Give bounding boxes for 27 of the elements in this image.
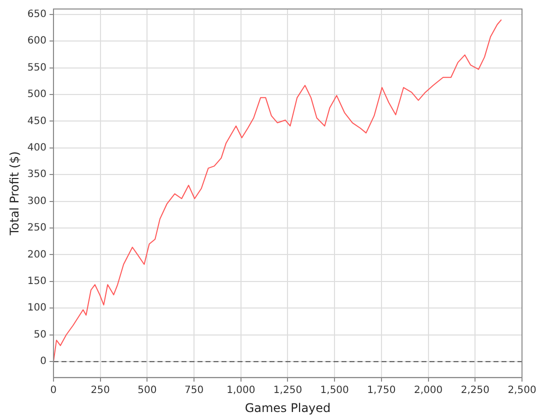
y-axis-title: Total Profit ($) bbox=[7, 151, 22, 236]
x-tick-label: 2,000 bbox=[414, 385, 443, 396]
y-tick-label: 550 bbox=[27, 62, 46, 74]
y-tick-label: 650 bbox=[27, 8, 46, 20]
x-tick-label: 0 bbox=[50, 385, 57, 396]
y-tick-label: 0 bbox=[40, 356, 46, 368]
x-tick-label: 1,750 bbox=[367, 385, 396, 396]
x-tick-label: 500 bbox=[138, 385, 157, 396]
x-axis-title: Games Played bbox=[244, 400, 331, 415]
y-tick-label: 200 bbox=[27, 249, 46, 260]
x-tick-label: 2,250 bbox=[460, 385, 490, 396]
y-tick-label: 600 bbox=[27, 36, 46, 47]
y-tick-label: 300 bbox=[27, 196, 46, 207]
x-tick-label: 250 bbox=[90, 385, 110, 396]
y-tick-label: 100 bbox=[27, 302, 46, 314]
y-tick-label: 400 bbox=[27, 142, 46, 154]
x-tick-label: 1,250 bbox=[273, 385, 302, 396]
y-tick-label: 350 bbox=[27, 169, 46, 180]
y-tick-label: 500 bbox=[27, 89, 46, 100]
y-tick-label: 450 bbox=[27, 116, 46, 127]
y-tick-label: 50 bbox=[34, 329, 46, 340]
x-tick-label: 1,000 bbox=[226, 385, 256, 396]
y-tick-label: 250 bbox=[27, 222, 46, 234]
x-tick-label: 750 bbox=[184, 385, 204, 396]
y-tick-label: 150 bbox=[27, 276, 46, 288]
x-tick-label: 2,500 bbox=[508, 385, 536, 396]
x-tick-label: 1,500 bbox=[320, 385, 349, 396]
